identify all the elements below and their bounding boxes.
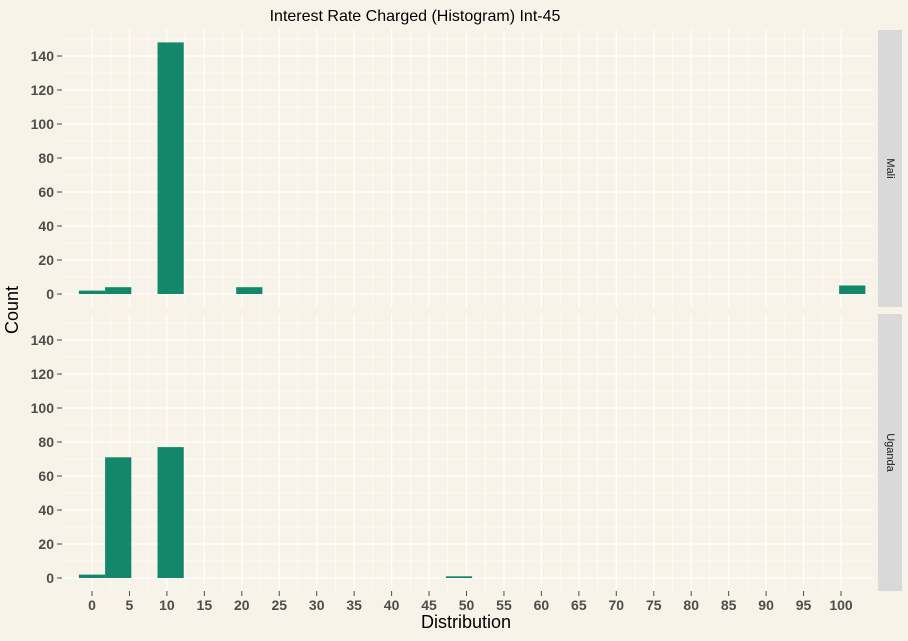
histogram-bar — [236, 287, 263, 294]
x-tick-label: 10 — [159, 597, 175, 613]
y-tick-label: 140 — [31, 332, 55, 348]
histogram-bar — [105, 457, 132, 578]
x-axis-title: Distribution — [421, 612, 511, 632]
facet-strip-label: Uganda — [884, 433, 896, 472]
x-tick-label: 90 — [758, 597, 774, 613]
y-tick-label: 140 — [31, 48, 55, 64]
x-tick-label: 85 — [721, 597, 737, 613]
y-axis-title: Count — [2, 286, 22, 334]
x-tick-label: 80 — [683, 597, 699, 613]
x-tick-label: 75 — [646, 597, 662, 613]
facet-strip — [878, 30, 902, 307]
facet-strip — [878, 314, 902, 591]
x-tick-label: 55 — [496, 597, 512, 613]
x-tick-label: 60 — [534, 597, 550, 613]
y-tick-label: 0 — [46, 570, 54, 586]
x-tick-label: 70 — [609, 597, 625, 613]
y-tick-label: 60 — [38, 468, 54, 484]
x-tick-label: 40 — [384, 597, 400, 613]
histogram-bar — [839, 285, 866, 294]
panel-background — [62, 314, 874, 591]
histogram-bar — [157, 447, 184, 578]
x-tick-label: 45 — [421, 597, 437, 613]
histogram-bar — [78, 574, 106, 578]
x-tick-label: 65 — [571, 597, 587, 613]
histogram-bar — [445, 576, 473, 578]
x-tick-label: 25 — [271, 597, 287, 613]
x-tick-label: 30 — [309, 597, 325, 613]
panel-mali: 0 20 40 60 80 100 120 140 Mali — [31, 30, 902, 307]
y-tick-label: 60 — [38, 184, 54, 200]
y-tick-label: 40 — [38, 218, 54, 234]
facet-strip-label: Mali — [884, 158, 896, 178]
y-tick-label: 20 — [38, 536, 54, 552]
y-tick-label: 100 — [31, 116, 55, 132]
chart-title: Interest Rate Charged (Histogram) Int-45 — [270, 8, 561, 25]
histogram-bar — [78, 290, 106, 294]
x-tick-label: 0 — [88, 597, 96, 613]
y-tick-label: 120 — [31, 366, 55, 382]
histogram-bar — [105, 287, 132, 294]
x-tick-label: 15 — [197, 597, 213, 613]
y-tick-label: 0 — [46, 286, 54, 302]
x-tick-label: 100 — [829, 597, 853, 613]
x-tick-label: 35 — [346, 597, 362, 613]
histogram-bar — [157, 42, 184, 295]
x-tick-label: 50 — [459, 597, 475, 613]
y-tick-label: 100 — [31, 400, 55, 416]
x-tick-label: 95 — [796, 597, 812, 613]
y-tick-label: 120 — [31, 82, 55, 98]
y-tick-label: 80 — [38, 150, 54, 166]
y-tick-label: 80 — [38, 434, 54, 450]
panel-background — [62, 30, 874, 307]
y-tick-label: 40 — [38, 502, 54, 518]
x-tick-label: 20 — [234, 597, 250, 613]
y-tick-label: 20 — [38, 252, 54, 268]
panel-uganda: 0 20 40 60 80 100 120 140 Uganda — [31, 314, 902, 591]
x-tick-label: 5 — [126, 597, 134, 613]
